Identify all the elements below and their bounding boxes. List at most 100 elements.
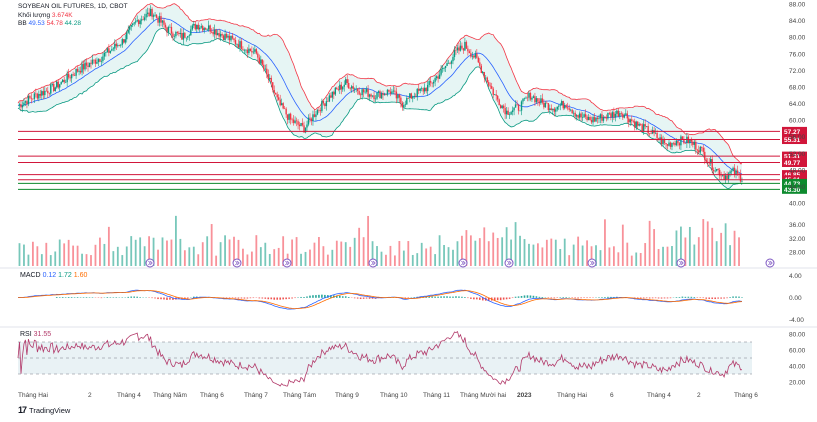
rsi-tick-label: 40.00 — [789, 364, 806, 371]
candle-body — [129, 26, 131, 30]
volume-bar — [326, 254, 329, 266]
candle-body — [501, 105, 503, 109]
candle-body — [550, 108, 553, 111]
candle-body — [695, 141, 697, 150]
candle-body — [321, 100, 323, 112]
candle-body — [622, 113, 624, 118]
volume-bar — [183, 250, 186, 266]
macd-hist-bar — [166, 297, 168, 300]
candle-body — [146, 12, 149, 14]
candle-body — [324, 103, 326, 107]
candle-body — [228, 35, 231, 41]
volume-bar — [313, 242, 316, 266]
candle-body — [541, 98, 544, 103]
macd-hist-bar — [496, 297, 499, 301]
candle-body — [309, 117, 311, 119]
volume-bar — [94, 244, 97, 266]
candle-body — [306, 124, 308, 128]
candle-body — [689, 139, 691, 144]
macd-hist-bar — [529, 295, 532, 298]
candle-body — [67, 73, 70, 78]
candle-body — [193, 24, 195, 26]
macd-hist-bar — [279, 297, 281, 300]
bb-legend: BB 49.53 54.78 44.28 — [18, 20, 128, 29]
volume-bar — [54, 251, 57, 266]
candle-body — [412, 96, 414, 99]
macd-hist-bar — [449, 296, 451, 298]
candle-body — [87, 65, 89, 67]
candle-body — [334, 87, 337, 95]
event-icon-glyph — [371, 260, 376, 266]
candle-body — [109, 50, 112, 53]
candle-body — [666, 144, 669, 146]
candle-body — [64, 82, 67, 83]
candle-body — [482, 72, 484, 74]
macd-hist-bar — [160, 297, 162, 300]
volume-bar — [335, 240, 338, 266]
volume-bar — [711, 227, 714, 266]
candle-body — [178, 32, 180, 35]
macd-hist-bar — [642, 297, 645, 299]
volume-tick-label: 36.00 — [789, 222, 806, 229]
candle-body — [352, 86, 354, 90]
candle-body — [33, 93, 36, 99]
macd-hist-bar — [264, 297, 267, 299]
volume-bar — [626, 242, 629, 266]
candle-body — [547, 103, 550, 111]
candle-body — [569, 109, 572, 111]
volume-bar — [103, 243, 106, 266]
volume-bar — [393, 255, 396, 266]
candle-body — [508, 114, 511, 116]
candle-body — [23, 102, 25, 106]
candle-body — [157, 17, 159, 23]
candle-body — [263, 64, 265, 70]
candle-body — [255, 49, 258, 54]
volume-bar — [344, 242, 347, 266]
candle-body — [660, 137, 663, 145]
candle-body — [394, 90, 396, 92]
volume-bar — [666, 246, 669, 266]
candle-body — [32, 98, 34, 100]
candle-body — [350, 86, 353, 89]
candle-body — [692, 141, 694, 145]
candle-body — [435, 76, 438, 79]
candle-body — [221, 34, 223, 36]
candle-body — [534, 96, 536, 103]
macd-hist-bar — [663, 297, 666, 299]
candle-body — [464, 41, 466, 51]
candle-body — [56, 81, 58, 88]
candle-body — [294, 120, 296, 123]
candle-body — [513, 107, 515, 111]
volume-bar — [67, 239, 70, 266]
macd-hist-bar — [723, 297, 725, 299]
candle-body — [73, 75, 76, 76]
macd-hist-bar — [523, 295, 526, 298]
volume-bar — [376, 246, 378, 266]
volume-bar — [139, 237, 142, 266]
volume-bar — [563, 238, 566, 266]
event-icon-glyph — [679, 260, 684, 266]
macd-hist-bar — [559, 297, 562, 298]
macd-hist-bar — [309, 295, 311, 298]
macd-hist-bar — [452, 296, 454, 298]
candle-body — [249, 48, 252, 51]
macd-hist-bar — [535, 296, 538, 298]
candle-body — [605, 117, 608, 119]
macd-hist-bar — [115, 297, 118, 298]
volume-bar — [385, 254, 387, 266]
volume-bar — [143, 246, 146, 266]
volume-bar — [353, 237, 356, 266]
price-tick-label: 88.00 — [789, 2, 806, 9]
volume-legend-value: 3.674K — [51, 11, 73, 19]
candle-body — [680, 136, 682, 146]
price-tick-label: 52.00 — [789, 151, 806, 158]
level-badge-49.77 — [782, 157, 807, 167]
candle-body — [645, 126, 648, 127]
candle-body — [428, 81, 430, 86]
rsi-legend: RSI 31.55 — [20, 331, 51, 338]
candle-body — [532, 96, 535, 98]
time-axis-label: Tháng Hai — [18, 392, 48, 399]
candle-body — [93, 59, 95, 61]
candle-body — [505, 110, 508, 115]
candle-body — [650, 133, 652, 135]
